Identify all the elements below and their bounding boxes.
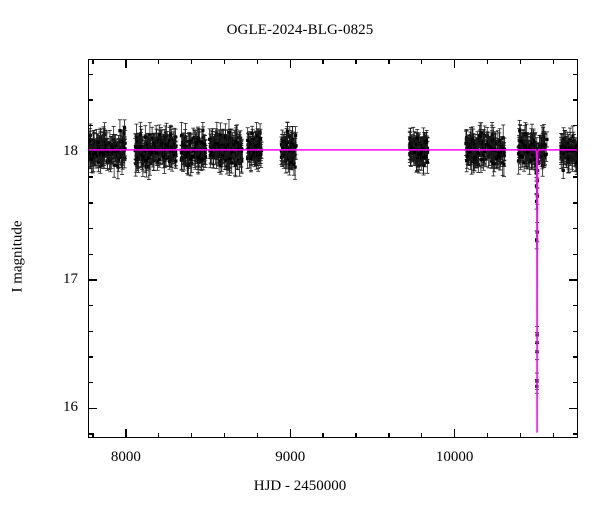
x-minor-tick: [421, 59, 423, 64]
y-minor-tick: [573, 330, 578, 333]
x-minor-tick: [223, 59, 226, 64]
x-minor-tick: [519, 433, 522, 438]
y-minor-tick: [88, 433, 93, 435]
x-minor-tick: [92, 433, 94, 438]
data-layer: [89, 118, 577, 433]
y-minor-tick: [88, 125, 93, 127]
x-minor-tick: [355, 433, 357, 438]
y-tick-label: 18: [63, 142, 78, 159]
x-minor-tick: [256, 433, 259, 438]
x-minor-tick: [552, 59, 555, 64]
x-minor-tick: [486, 59, 489, 64]
x-major-tick: [453, 429, 456, 438]
x-minor-tick: [190, 59, 193, 64]
x-minor-tick: [388, 59, 390, 64]
microlensing-model-curve: [89, 149, 577, 433]
x-major-tick: [125, 429, 127, 438]
page-title: OGLE-2024-BLG-0825: [226, 22, 374, 38]
y-minor-tick: [88, 330, 93, 333]
y-major-tick: [88, 279, 97, 281]
x-minor-tick: [355, 59, 357, 64]
y-axis-title: I magnitude: [9, 220, 26, 293]
y-minor-tick: [573, 125, 578, 127]
x-major-tick: [453, 59, 456, 68]
plot-frame: [88, 59, 578, 438]
x-minor-tick: [322, 433, 324, 438]
x-minor-tick: [92, 59, 94, 64]
x-minor-tick: [486, 433, 489, 438]
y-minor-tick: [573, 176, 578, 178]
y-minor-tick: [88, 176, 93, 178]
x-tick-label: 10000: [435, 449, 474, 465]
y-minor-tick: [573, 202, 578, 204]
y-minor-tick: [88, 99, 93, 101]
y-minor-tick: [573, 253, 578, 255]
y-minor-tick: [573, 227, 578, 230]
y-major-tick: [569, 279, 578, 281]
x-minor-tick: [552, 433, 555, 438]
x-major-tick: [289, 429, 291, 438]
x-minor-tick: [421, 433, 423, 438]
y-major-tick: [88, 407, 97, 410]
y-minor-tick: [88, 73, 93, 76]
x-minor-tick: [322, 59, 324, 64]
y-minor-tick: [573, 433, 578, 435]
x-major-tick: [125, 59, 127, 68]
x-major-tick: [289, 59, 291, 68]
y-minor-tick: [573, 304, 578, 307]
x-tick-label: 8000: [110, 449, 141, 465]
x-minor-tick: [519, 59, 522, 64]
y-minor-tick: [88, 382, 93, 384]
x-minor-tick: [223, 433, 226, 438]
y-minor-tick: [573, 73, 578, 76]
y-minor-tick: [573, 356, 578, 358]
y-major-tick: [88, 150, 97, 153]
y-minor-tick: [88, 356, 93, 358]
y-tick-label: 16: [63, 399, 78, 416]
y-minor-tick: [573, 382, 578, 384]
x-minor-tick: [388, 433, 390, 438]
x-minor-tick: [190, 433, 193, 438]
y-tick-label: 17: [63, 270, 78, 287]
y-major-tick: [569, 150, 578, 153]
y-minor-tick: [88, 202, 93, 204]
y-major-tick: [569, 407, 578, 410]
x-minor-tick: [158, 433, 160, 438]
x-tick-label: 9000: [275, 449, 306, 465]
x-axis-title: HJD - 2450000: [253, 478, 347, 494]
y-minor-tick: [88, 304, 93, 307]
y-minor-tick: [88, 227, 93, 230]
photometry-points: [89, 118, 577, 394]
y-minor-tick: [88, 253, 93, 255]
x-minor-tick: [256, 59, 259, 64]
x-minor-tick: [158, 59, 160, 64]
plot-area: [89, 60, 577, 437]
y-minor-tick: [573, 99, 578, 101]
